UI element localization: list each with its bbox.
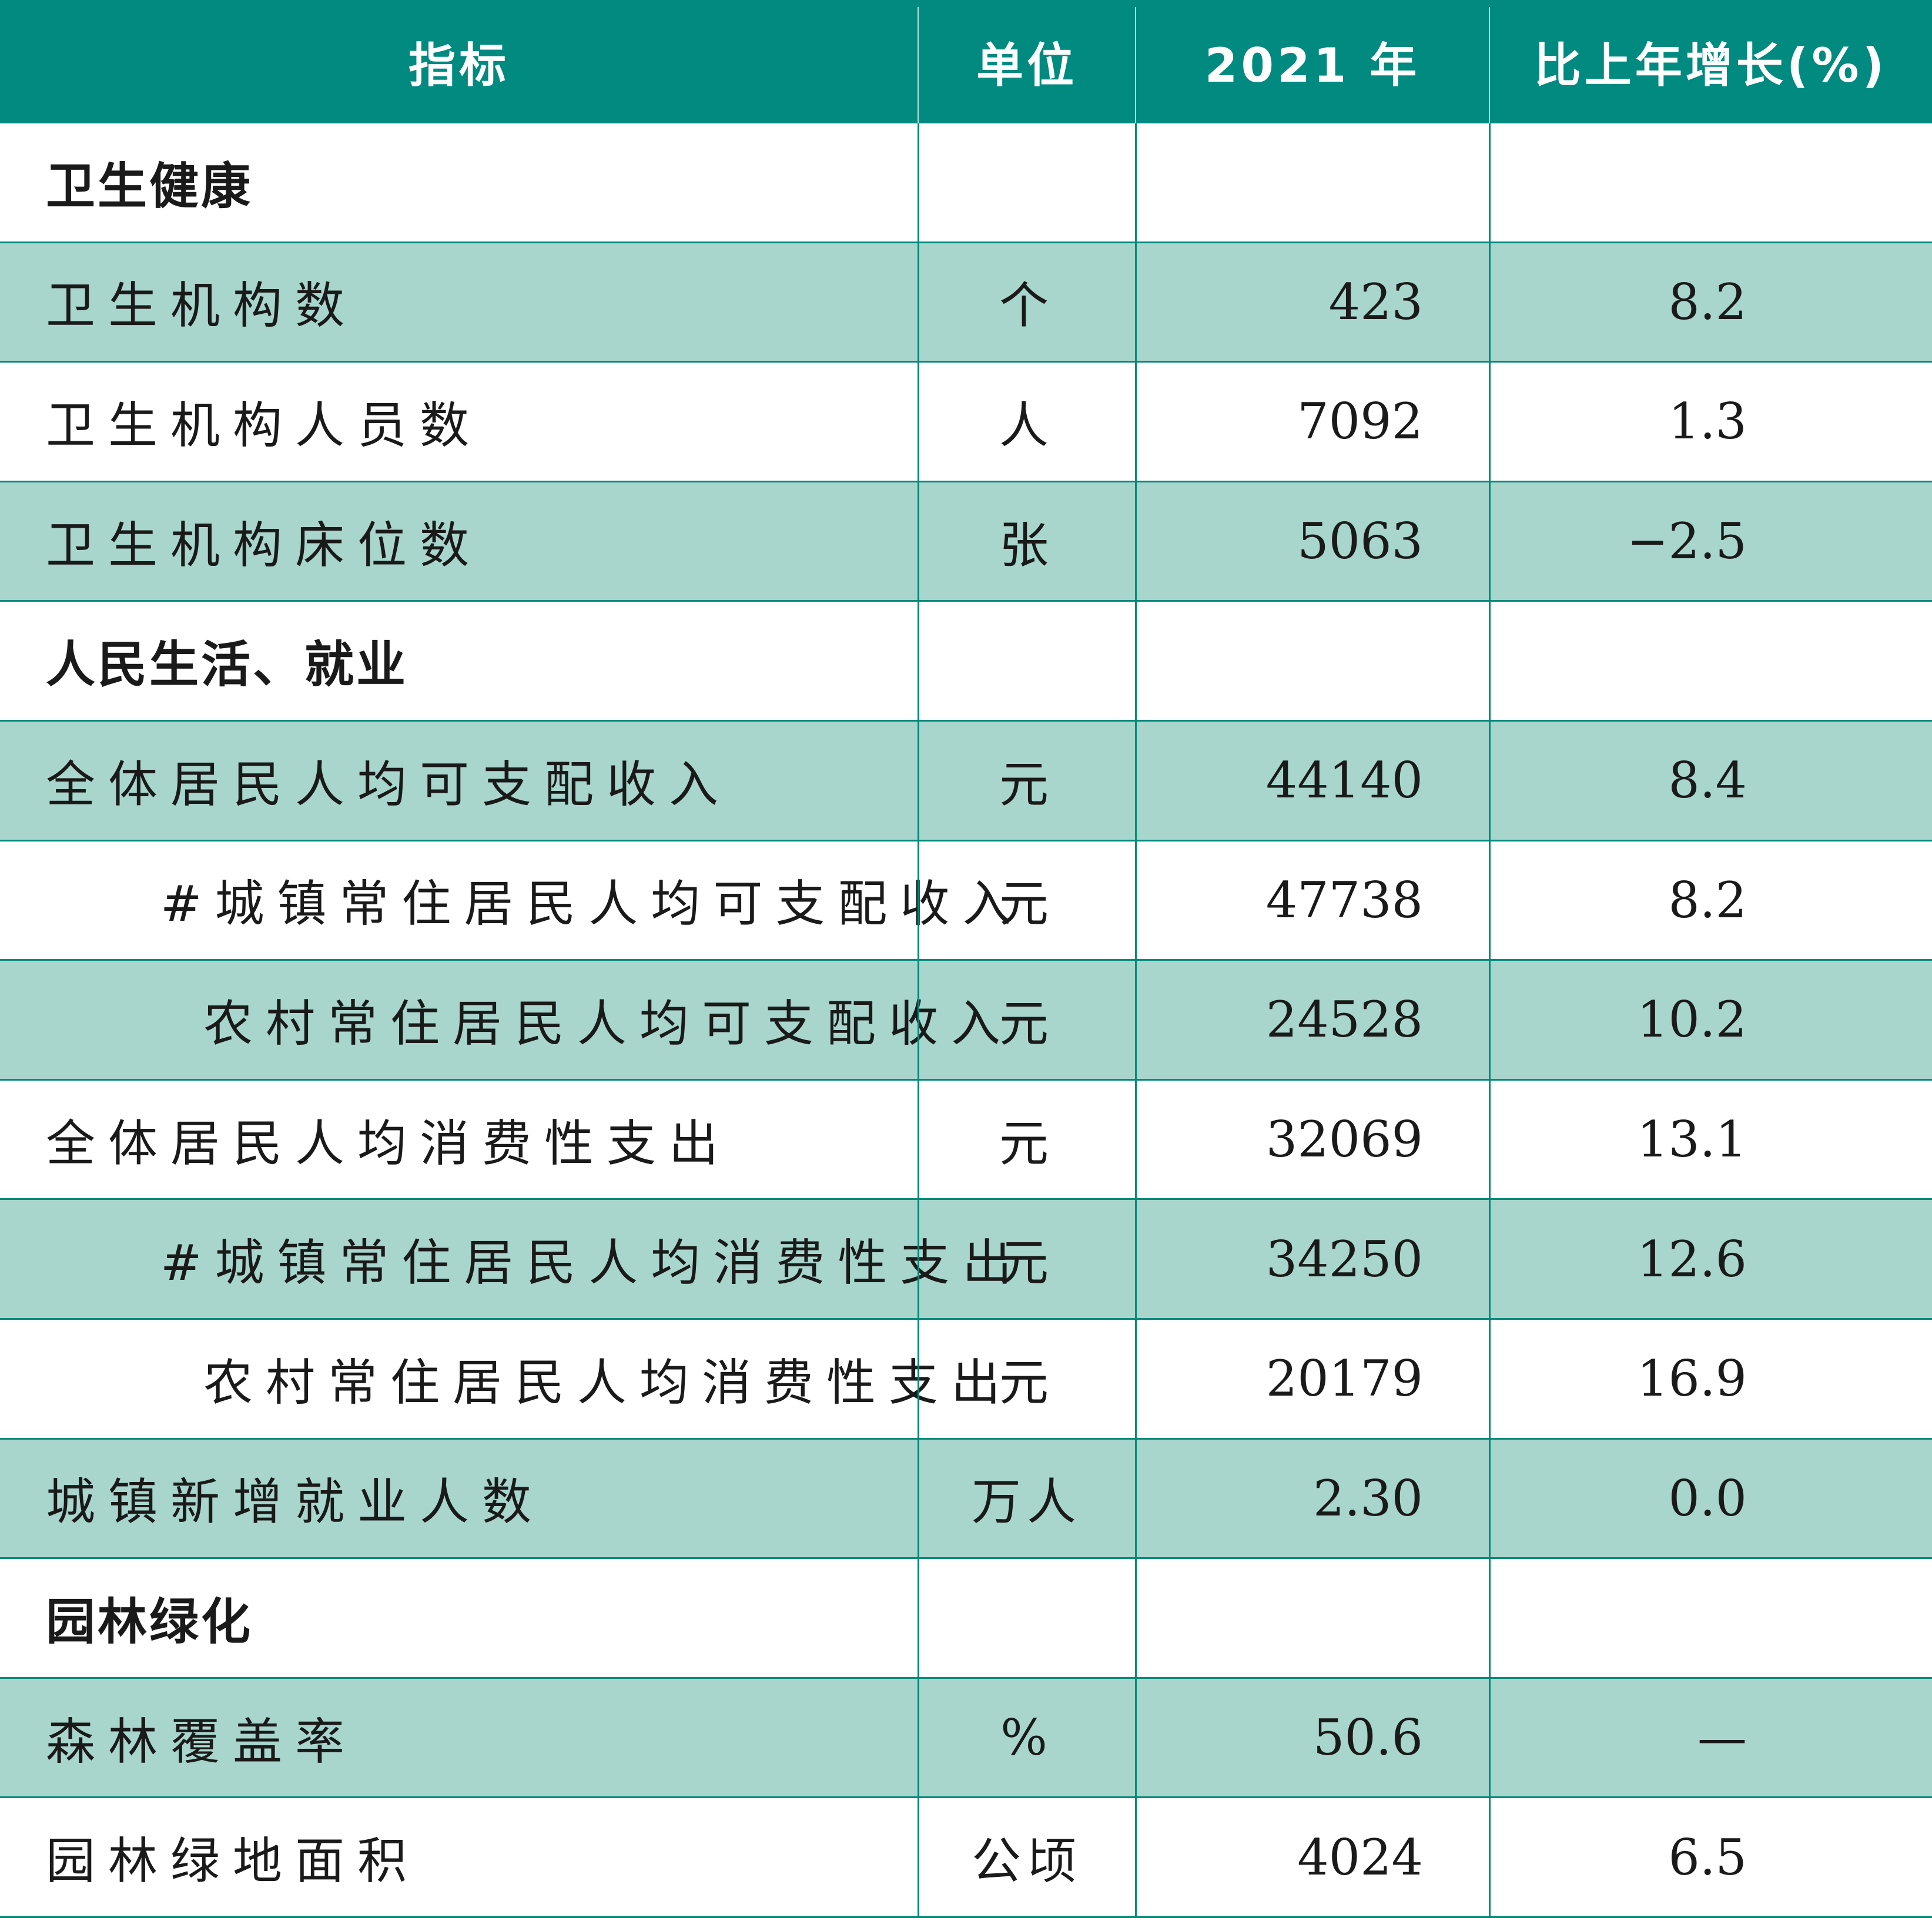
value-2021: 50.6 bbox=[1312, 1709, 1423, 1767]
data-row: 农村常住居民人均消费性支出元 20179 16.9 bbox=[0, 1320, 1932, 1440]
data-row: 农村常住居民人均可支配收入元 24528 10.2 bbox=[0, 961, 1932, 1081]
value-2021: 4024 bbox=[1297, 1828, 1423, 1886]
indicator: 卫生机构数 bbox=[46, 277, 358, 335]
value-2021: 44140 bbox=[1265, 752, 1423, 810]
value-2021: 2.30 bbox=[1312, 1469, 1423, 1527]
section-title: 园林绿化 bbox=[46, 1592, 253, 1651]
growth: 10.2 bbox=[1636, 991, 1747, 1049]
column-rule bbox=[1135, 7, 1136, 123]
header-cell: 比上年增长(%) bbox=[1533, 38, 1888, 93]
growth: −2.5 bbox=[1627, 512, 1747, 571]
growth: 8.2 bbox=[1668, 871, 1747, 929]
growth: 1.3 bbox=[1668, 393, 1747, 451]
section-row: 人民生活、就业 bbox=[0, 602, 1932, 722]
growth: 12.6 bbox=[1636, 1230, 1747, 1288]
unit: 元 bbox=[999, 994, 1054, 1052]
value-2021: 24528 bbox=[1265, 991, 1423, 1049]
unit: 元 bbox=[999, 755, 1054, 813]
data-row: 园林绿地面积 公顷 4024 6.5 bbox=[0, 1798, 1932, 1918]
header-cell: 单位 bbox=[976, 38, 1077, 93]
data-row: 全体居民人均消费性支出 元 32069 13.1 bbox=[0, 1081, 1932, 1201]
data-row: 卫生机构床位数 张 5063 −2.5 bbox=[0, 482, 1932, 602]
value-2021: 32069 bbox=[1265, 1111, 1423, 1169]
header-cell: 2021 年 bbox=[1204, 38, 1421, 93]
header-row: 指标 单位 2021 年 比上年增长(%) bbox=[0, 0, 1932, 123]
indicator: 农村常住居民人均消费性支出 bbox=[203, 1353, 1014, 1411]
indicator: 卫生机构人员数 bbox=[46, 396, 483, 454]
indicator: #城镇常住居民人均可支配收入 bbox=[160, 875, 1025, 933]
column-rule bbox=[918, 123, 919, 1918]
indicator: 城镇新增就业人数 bbox=[46, 1473, 545, 1531]
indicator: 卫生机构床位数 bbox=[46, 516, 483, 574]
indicator: #城镇常住居民人均消费性支出 bbox=[160, 1234, 1025, 1292]
unit: 个 bbox=[999, 277, 1054, 335]
data-row: #城镇常住居民人均消费性支出元 34250 12.6 bbox=[0, 1200, 1932, 1320]
column-rule bbox=[918, 7, 919, 123]
unit: 公顷 bbox=[971, 1832, 1082, 1890]
column-rule bbox=[1489, 123, 1491, 1918]
unit: 元 bbox=[999, 1114, 1054, 1172]
data-row: 森林覆盖率% 50.6 — bbox=[0, 1678, 1932, 1799]
growth: 13.1 bbox=[1636, 1111, 1747, 1169]
growth: 0.0 bbox=[1668, 1469, 1747, 1527]
section-title: 卫生健康 bbox=[46, 157, 253, 215]
column-rule bbox=[1489, 7, 1490, 123]
value-2021: 423 bbox=[1328, 273, 1423, 331]
value-2021: 7092 bbox=[1297, 393, 1423, 451]
indicator: 全体居民人均消费性支出 bbox=[46, 1114, 732, 1172]
data-row: #城镇常住居民人均可支配收入元 47738 8.2 bbox=[0, 841, 1932, 961]
unit: % bbox=[1000, 1709, 1053, 1767]
section-title: 人民生活、就业 bbox=[46, 636, 409, 694]
growth: 8.4 bbox=[1668, 752, 1747, 810]
value-2021: 20179 bbox=[1265, 1350, 1423, 1408]
data-row: 城镇新增就业人数 万人 2.30 0.0 bbox=[0, 1439, 1932, 1560]
section-row: 卫生健康 bbox=[0, 123, 1932, 243]
unit: 人 bbox=[999, 396, 1054, 454]
growth: 6.5 bbox=[1668, 1828, 1747, 1886]
growth: 16.9 bbox=[1636, 1350, 1747, 1408]
unit: 万人 bbox=[971, 1473, 1082, 1531]
unit: 元 bbox=[999, 1353, 1054, 1411]
growth: 8.2 bbox=[1668, 273, 1747, 331]
indicator: 农村常住居民人均可支配收入 bbox=[203, 994, 1014, 1052]
section-row: 园林绿化 bbox=[0, 1559, 1932, 1679]
header-cell: 指标 bbox=[409, 38, 510, 93]
value-2021: 34250 bbox=[1265, 1230, 1423, 1288]
unit: 元 bbox=[999, 1234, 1054, 1292]
value-2021: 5063 bbox=[1297, 512, 1423, 571]
indicator: 森林覆盖率 bbox=[46, 1712, 358, 1771]
column-rule bbox=[1135, 123, 1137, 1918]
indicator: 园林绿地面积 bbox=[46, 1832, 420, 1890]
unit: 张 bbox=[999, 516, 1054, 574]
data-row: 卫生机构人员数 人 7092 1.3 bbox=[0, 363, 1932, 482]
unit: 元 bbox=[999, 875, 1054, 933]
data-row: 全体居民人均可支配收入 元 44140 8.4 bbox=[0, 722, 1932, 841]
indicator: 全体居民人均可支配收入 bbox=[46, 755, 732, 813]
data-row: 卫生机构数 个 423 8.2 bbox=[0, 243, 1932, 363]
value-2021: 47738 bbox=[1265, 871, 1423, 929]
growth: — bbox=[1697, 1709, 1747, 1767]
